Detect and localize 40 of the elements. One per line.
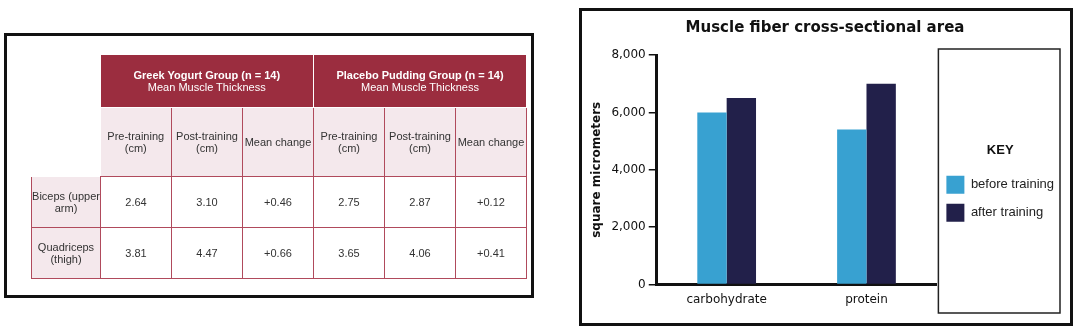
text: +0.41: [477, 246, 505, 259]
category-label: Pre-training (cm): [100, 107, 172, 177]
x-tick-label: carbohydrate: [686, 291, 767, 306]
text: Greek Yogurt Group (n = 14): [132, 69, 282, 81]
category-label: Mean change: [455, 107, 527, 177]
text: 3.65: [338, 246, 360, 259]
category-label: Post-training (cm): [171, 107, 243, 177]
text: 2.64: [125, 195, 147, 208]
text: 2.87: [409, 195, 431, 208]
text: Placebo Pudding Group (n = 14): [335, 69, 505, 81]
text: 4.06: [409, 246, 431, 259]
text: +0.46: [264, 195, 292, 208]
x-tick-label: protein: [845, 291, 888, 306]
category-label: Biceps (upper arm): [32, 189, 100, 214]
text: 2.75: [338, 195, 360, 208]
category-label: Post-training (cm): [384, 107, 456, 177]
text: +0.66: [264, 246, 292, 259]
bar: [837, 129, 867, 284]
text: 4.47: [196, 246, 218, 259]
text: +0.12: [477, 195, 505, 208]
legend-label: before training: [970, 176, 1055, 192]
y-tick-label: 4,000: [611, 161, 646, 176]
category-label: Mean change: [242, 107, 314, 177]
chart-title: Muscle fiber cross-sectional area: [685, 17, 965, 36]
bar: [726, 98, 757, 284]
text: 3.81: [125, 246, 147, 259]
category-label: Pre-training (cm): [313, 107, 385, 177]
bar: [866, 83, 896, 284]
y-tick-label: 0: [638, 276, 646, 291]
y-axis-title: square micrometers: [589, 101, 604, 238]
bar: [697, 112, 727, 284]
text: 3.10: [196, 195, 218, 208]
legend-title: KEY: [986, 142, 1014, 158]
text: Mean Muscle Thickness: [360, 81, 480, 93]
y-tick-label: 8,000: [611, 47, 646, 62]
legend-label: after training: [970, 204, 1044, 220]
y-tick-label: 2,000: [611, 219, 646, 234]
text: Mean Muscle Thickness: [146, 81, 267, 93]
y-tick-label: 6,000: [611, 104, 646, 119]
category-label: Quadriceps (thigh): [37, 240, 95, 265]
